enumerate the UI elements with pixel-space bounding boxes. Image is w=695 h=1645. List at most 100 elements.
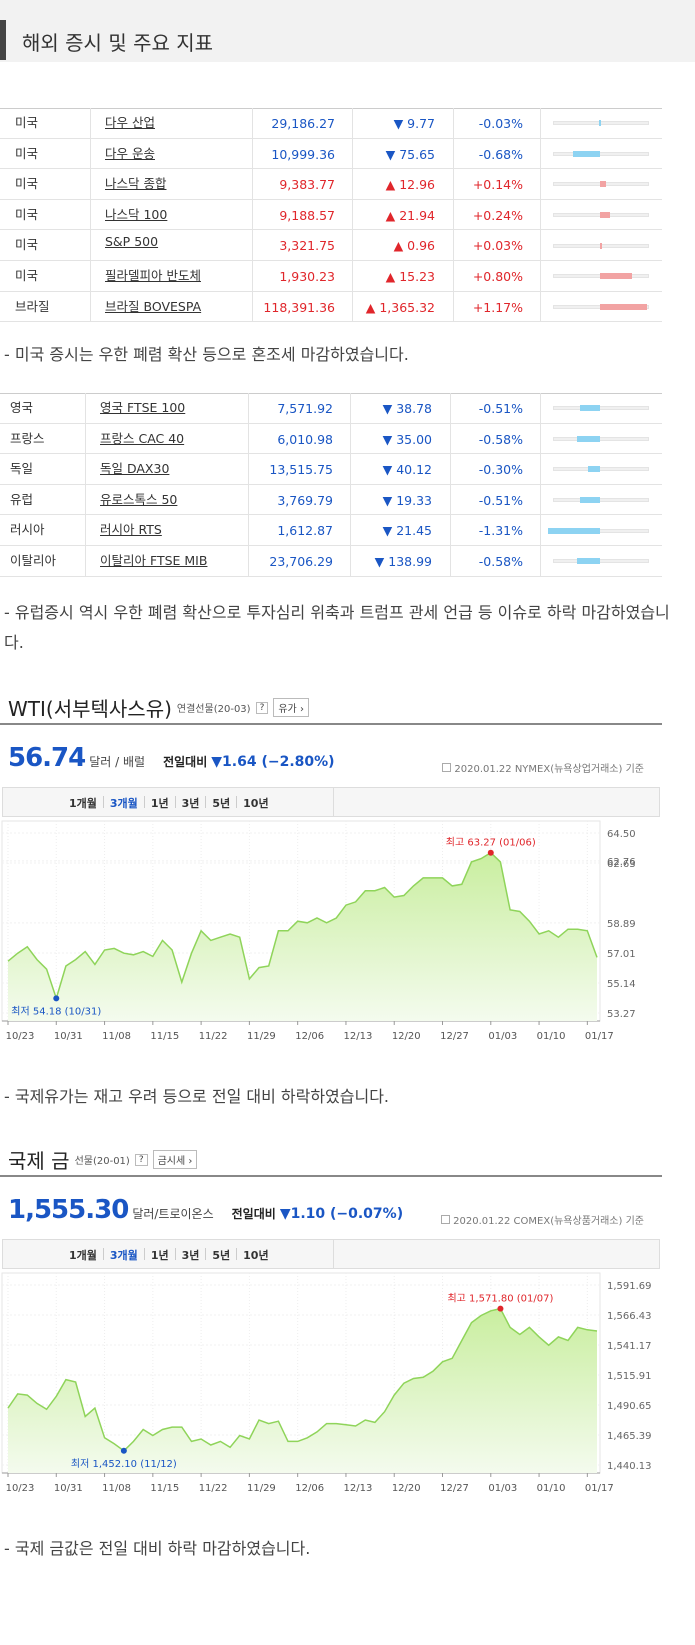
column-separator: [85, 515, 86, 546]
country: 유럽: [10, 491, 34, 507]
help-icon[interactable]: ?: [255, 701, 269, 714]
table-row: 브라질 브라질 BOVESPA 118,391.36 ▲ 1,365.32 +1.17%: [0, 291, 662, 323]
table-border: [0, 108, 662, 109]
tab[interactable]: 3개월: [109, 797, 138, 810]
change: ▼ 9.77: [393, 116, 435, 131]
column-separator: [90, 169, 91, 200]
country: 미국: [15, 115, 39, 130]
index-name[interactable]: 나스닥 종합: [105, 176, 167, 192]
note: - 유럽증시 역시 우한 폐렴 확산으로 투자심리 위축과 트럼프 관세 언급 …: [4, 603, 670, 652]
column-separator: [453, 108, 454, 139]
change-bar: [600, 242, 602, 249]
tab[interactable]: 1년: [150, 797, 169, 810]
index-name[interactable]: 브라질 BOVESPA: [105, 298, 202, 314]
column-separator: [453, 169, 454, 200]
tab[interactable]: 1개월: [69, 1249, 97, 1262]
x-tick-label: 01/10: [537, 1031, 566, 1042]
header: [0, 0, 695, 62]
x-tick-label: 10/23: [6, 1031, 35, 1042]
tab-bar: 1개월 3개월 1년 3년 5년 10년: [2, 787, 660, 817]
tab-separator: [143, 1248, 145, 1260]
price: 3,769.79: [277, 492, 333, 508]
index-name[interactable]: 영국 FTSE 100: [100, 400, 186, 415]
y-tick-label: 53.27: [607, 1009, 636, 1020]
index-name[interactable]: 이탈리아 FTSE MIB: [100, 553, 208, 568]
header-title: 해외 증시 및 주요 지표: [22, 31, 214, 55]
index-name[interactable]: 러시아 RTS: [100, 522, 162, 538]
column-separator: [90, 108, 91, 139]
index-name[interactable]: 프랑스 CAC 40: [100, 430, 185, 446]
x-tick-label: 11/08: [102, 1483, 131, 1494]
bar-track: [553, 467, 649, 472]
tab-separator: [174, 796, 176, 808]
note: - 미국 증시는 우한 폐렴 확산 등으로 혼조세 마감하였습니다.: [4, 345, 409, 364]
tab[interactable]: 3년: [181, 1249, 200, 1262]
y-tick-label: 58.89: [607, 919, 636, 930]
change-bar: [600, 212, 610, 219]
tab-separator: [174, 1248, 176, 1260]
y-tick-label: 62.76: [607, 857, 636, 868]
change-bar: [579, 497, 600, 504]
tab-bar: 1개월 3개월 1년 3년 5년 10년: [2, 1239, 660, 1269]
help-icon[interactable]: ?: [134, 1153, 148, 1166]
table-row: 이탈리아 이탈리아 FTSE MIB 23,706.29 ▼ 138.99 -0.58%: [0, 546, 662, 577]
country: 미국: [15, 237, 39, 253]
column-separator: [90, 138, 91, 170]
column-separator: [450, 454, 451, 485]
column-separator: [252, 230, 253, 261]
price: 1,612.87: [277, 523, 333, 539]
column-separator: [352, 169, 353, 200]
tab[interactable]: 10년: [243, 797, 269, 810]
tab[interactable]: 10년: [243, 1249, 269, 1262]
tab[interactable]: 1개월: [69, 797, 97, 810]
link-button[interactable]: 금시세 ›: [152, 1150, 198, 1169]
column-separator: [540, 199, 541, 231]
change-pct: -0.51%: [478, 401, 523, 416]
index-name[interactable]: 다우 산업: [105, 115, 155, 130]
y-tick-label: 1,541.17: [607, 1341, 652, 1352]
x-tick-label: 12/20: [392, 1031, 421, 1042]
x-tick-label: 01/03: [488, 1031, 517, 1042]
tab[interactable]: 5년: [212, 797, 231, 810]
index-name[interactable]: 필라델피아 반도체: [105, 268, 201, 283]
tab[interactable]: 1년: [150, 1249, 169, 1262]
tab[interactable]: 3년: [181, 797, 200, 810]
tabs: 1개월 3개월 1년 3년 5년 10년: [69, 795, 269, 811]
column-separator: [248, 423, 249, 455]
price: 23,706.29: [269, 554, 333, 569]
source-row: 2020.01.22 COMEX(뉴욕상품거래소) 기준: [441, 1212, 644, 1227]
chart-panel: 국제 금 선물(20-01)? 금시세 › 1,555.30 달러/트로이온스 전일대비 ▼…: [0, 1135, 662, 1513]
index-name[interactable]: 나스닥 100: [105, 206, 168, 222]
link-button[interactable]: 유가 ›: [273, 698, 309, 717]
change: ▼ 35.00: [382, 431, 432, 447]
tab[interactable]: 5년: [212, 1249, 231, 1262]
column-separator: [352, 230, 353, 261]
change: ▼1.10 (−0.07%): [279, 1206, 404, 1222]
country: 브라질: [15, 298, 50, 314]
change-pct: -0.03%: [478, 116, 523, 131]
change: ▼ 21.45: [382, 523, 432, 539]
price: 1,555.30: [8, 1195, 129, 1225]
price: 1,930.23: [279, 269, 335, 284]
column-separator: [248, 454, 249, 485]
change: ▲ 12.96: [385, 177, 435, 193]
price: 29,186.27: [271, 116, 335, 131]
min-label: 최저 1,452.10 (11/12): [71, 1458, 177, 1470]
change: ▼ 19.33: [382, 492, 432, 508]
index-name[interactable]: S&P 500: [105, 234, 159, 250]
price: 6,010.98: [277, 431, 333, 447]
index-name[interactable]: 유로스톡스 50: [100, 491, 178, 507]
bar-track: [553, 498, 649, 503]
tab-separator: [102, 796, 104, 808]
tab[interactable]: 3개월: [109, 1249, 138, 1262]
table-row: 미국 나스닥 종합 9,383.77 ▲ 12.96 +0.14%: [0, 169, 662, 200]
chart-title-row: WTI(서부텍사스유) 연결선물(20-03)? 유가 ›: [8, 693, 309, 722]
column-separator: [453, 230, 454, 261]
index-name[interactable]: 다우 운송: [105, 145, 155, 161]
column-separator: [352, 261, 353, 292]
change-pct: -1.31%: [478, 523, 523, 539]
price: 7,571.92: [277, 401, 333, 416]
country: 프랑스: [10, 430, 45, 446]
column-separator: [248, 393, 249, 424]
index-name[interactable]: 독일 DAX30: [100, 461, 170, 477]
